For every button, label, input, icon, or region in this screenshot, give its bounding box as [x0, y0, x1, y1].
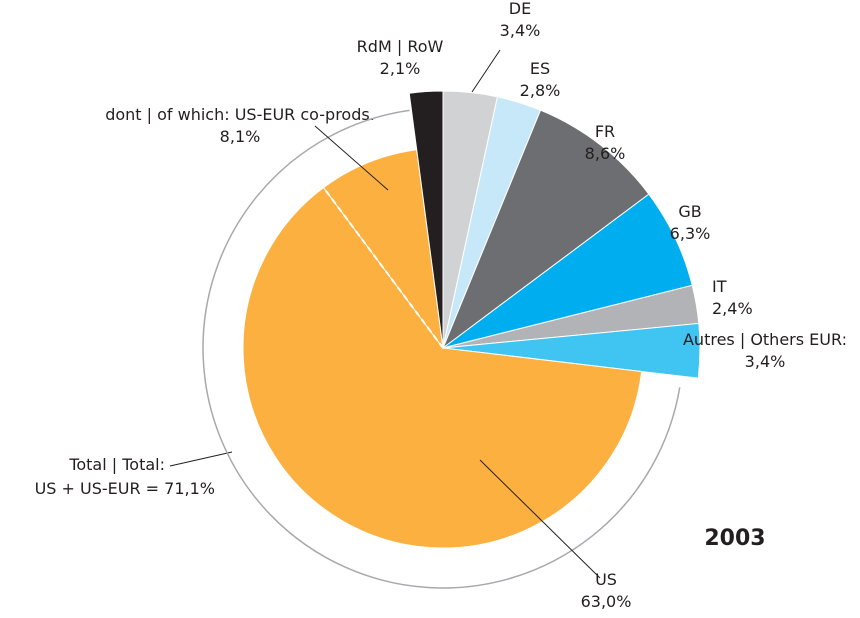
- slice-label: ES: [530, 59, 550, 78]
- slice-label: Autres | Others EUR:: [683, 330, 847, 349]
- slice-label: GB: [678, 202, 701, 221]
- slice-label: DE: [509, 0, 531, 18]
- slice-value-label: 3,4%: [500, 21, 541, 40]
- slice-value-label: 3,4%: [745, 352, 786, 371]
- slice-divider: [322, 187, 444, 349]
- slice-label: RdM | RoW: [357, 37, 444, 56]
- slice-value-label: 63,0%: [581, 592, 632, 611]
- pie-slice: [441, 109, 650, 350]
- pie-slice: [408, 90, 444, 349]
- leader-line: [479, 459, 601, 579]
- chart-title: 2003: [704, 526, 765, 551]
- total-label: Total | Total:: [68, 455, 165, 474]
- slice-label: FR: [595, 122, 615, 141]
- pie-slice: [242, 186, 643, 549]
- leader-line: [169, 451, 233, 467]
- slice-value-label: 6,3%: [670, 224, 711, 243]
- pie-slice: [442, 322, 701, 379]
- leader-line: [471, 49, 501, 93]
- total-arc: [202, 109, 681, 589]
- leader-line: [314, 125, 389, 191]
- slice-value-label: 8,1%: [220, 127, 261, 146]
- slice-value-label: 2,1%: [380, 59, 421, 78]
- slice-label: IT: [712, 277, 727, 296]
- slice-label: US: [595, 570, 617, 589]
- pie-slice: [322, 149, 444, 350]
- slice-value-label: 8,6%: [585, 144, 626, 163]
- slice-label: dont | of which: US-EUR co-prods.: [105, 105, 375, 124]
- total-value-label: US + US-EUR = 71,1%: [35, 479, 215, 498]
- slice-value-label: 2,4%: [712, 299, 753, 318]
- slice-value-label: 2,8%: [520, 81, 561, 100]
